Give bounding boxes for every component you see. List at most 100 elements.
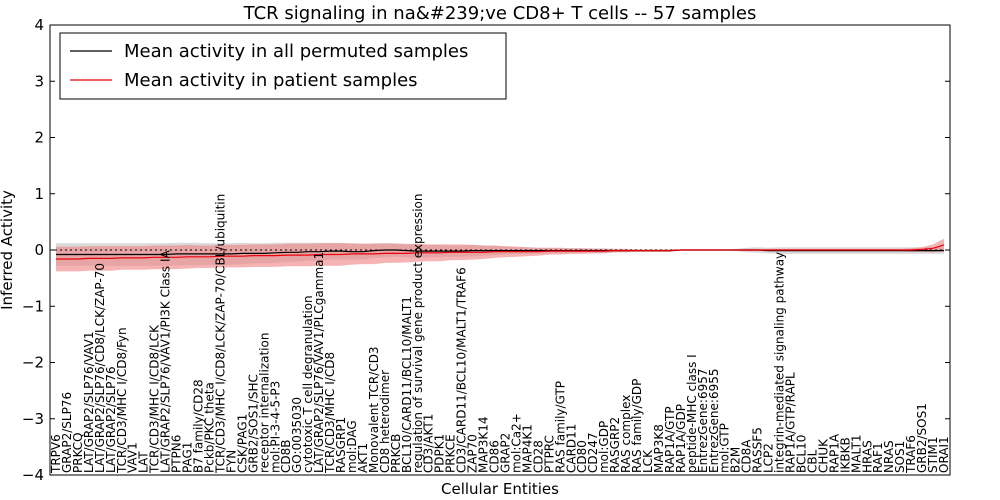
x-tick-label: mol:DAG <box>345 420 359 473</box>
x-tick-label: MALT1 <box>849 434 863 473</box>
x-tick-label: RAP1A <box>827 433 841 473</box>
x-tick-label: LCP2 <box>762 443 776 473</box>
x-tick-label: FYN <box>224 450 238 473</box>
x-tick-labels: TRPV6GRAP2/SLP76PRKCQLAT/GRAP2/SLP76/VAV… <box>49 194 951 474</box>
x-tick-label: ORAI1 <box>937 436 951 473</box>
x-tick-label: IKBKB <box>838 437 852 473</box>
x-tick-label: BCL10/CARD11/BCL10/MALT1 <box>400 296 414 473</box>
x-tick-label: mol:PI-3-4-5-P3 <box>268 381 282 473</box>
x-tick-label: RASSF5 <box>751 427 765 473</box>
x-tick-label: VAV1 <box>126 442 140 473</box>
x-tick-label: CARD11 <box>564 424 578 473</box>
y-tick-label: 0 <box>34 241 44 259</box>
x-tick-label: LAT/GRAP2/SLP76/VAV1/PI3K Class IA <box>159 249 173 473</box>
x-tick-label: PRKCE <box>444 434 458 473</box>
x-tick-label: Monovalent TCR/CD3 <box>367 346 381 473</box>
legend-label-permuted: Mean activity in all permuted samples <box>124 41 468 62</box>
x-tick-label: LAT/GRAP2/SLP76/VAV1 <box>82 332 96 473</box>
x-tick-label: RASGRP2 <box>608 417 622 473</box>
x-tick-label: B7 family/CD28 <box>192 379 206 473</box>
x-tick-label: HRAS <box>860 440 874 473</box>
x-tick-label: LAT <box>137 451 151 473</box>
x-tick-label: cytotoxic T cell degranulation <box>301 295 315 473</box>
x-tick-label: Pckb/PKC theta <box>203 382 217 473</box>
x-tick-label: mol:Ca2+ <box>509 413 523 473</box>
x-tick-label: B2M <box>729 447 743 473</box>
x-tick-label: receptor internalization <box>257 333 271 473</box>
x-tick-label: ZAP70 <box>466 434 480 473</box>
x-tick-label: SOS1 <box>893 441 907 473</box>
x-tick-label: peptide-MHC class I <box>685 354 699 473</box>
legend-label-patient: Mean activity in patient samples <box>124 70 418 91</box>
x-tick-label: GO:0035030 <box>290 397 304 473</box>
x-tick-label: mol:GTP <box>718 423 732 473</box>
confidence-bands <box>56 238 944 272</box>
x-tick-label: mol:GDP <box>597 421 611 473</box>
x-tick-label: CD80 <box>575 440 589 473</box>
x-tick-label: RAS complex <box>619 395 633 473</box>
x-tick-label: GRB2/SOS1 <box>915 403 929 473</box>
x-tick-label: CD28 <box>531 440 545 473</box>
y-tick-label: −1 <box>22 297 44 315</box>
x-tick-label: TCR/CD3/MHC I/CD8/LCK/ZAP-70/CBL/ubiquit… <box>213 194 227 474</box>
x-tick-label: CD8 heterodimer <box>378 370 392 473</box>
x-tick-label: GRAP2/SLP76 <box>60 392 74 473</box>
x-tick-label: CD8B <box>279 440 293 474</box>
x-tick-label: MAP3K8 <box>652 424 666 473</box>
x-tick-label: TCR/CD3/MHC I/CD8/Fyn <box>115 327 129 474</box>
x-tick-label: EntrezGene:6957 <box>696 369 710 474</box>
y-tick-label: 3 <box>34 72 44 90</box>
series-lines <box>56 244 945 260</box>
x-tick-label: RAS family/GTP <box>553 381 567 473</box>
x-tick-label: RAP1A/GDP <box>674 404 688 473</box>
x-tick-label: EntrezGene:6955 <box>707 369 721 474</box>
x-tick-label: LCK <box>641 449 655 473</box>
x-tick-label: CD86 <box>488 440 502 473</box>
y-tick-label: −4 <box>22 466 44 484</box>
x-tick-label: TRAF6 <box>904 435 918 474</box>
x-tick-label: RAP1A/GTP/RAPL <box>784 372 798 473</box>
chart-title: TCR signaling in na&#239;ve CD8+ T cells… <box>243 3 757 24</box>
x-tick-label: CHUK <box>816 438 830 473</box>
y-tick-label: 2 <box>34 129 44 147</box>
x-tick-label: TRPV6 <box>49 434 63 474</box>
x-tick-label: TCR/CD3/MHC I/CD8/LCK <box>148 324 162 474</box>
x-tick-label: CD8A <box>740 439 754 473</box>
x-tick-label: RAF1 <box>871 442 885 473</box>
x-tick-label: PDPK1 <box>433 434 447 473</box>
x-tick-label: CD3/AKT1 <box>422 414 436 473</box>
x-tick-label: CBL <box>805 449 819 473</box>
patient-band <box>56 238 944 272</box>
legend: Mean activity in all permuted samples Me… <box>59 32 507 100</box>
legend-box <box>59 32 507 100</box>
x-tick-label: CSK/PAG1 <box>235 414 249 473</box>
x-tick-label: AKT1 <box>356 443 370 473</box>
x-tick-label: PAG1 <box>181 442 195 473</box>
x-tick-label: MAP4K1 <box>520 424 534 473</box>
x-tick-label: BCL10 <box>795 435 809 473</box>
x-tick-label: NRAS <box>882 440 896 473</box>
x-tick-label: LAT/GRAP2/SLP76/VAV1/PLCgamma1 <box>312 252 326 473</box>
x-tick-label: CD247 <box>586 432 600 473</box>
patient-mean-line <box>56 244 945 260</box>
x-tick-label: PTPN6 <box>170 435 184 473</box>
x-tick-label: MAP3K14 <box>477 416 491 473</box>
x-tick-label: LAT/GRAP2/SLP76 <box>104 366 118 473</box>
x-tick-label: PRKCB <box>389 434 403 473</box>
y-tick-label: 1 <box>34 185 44 203</box>
y-axis-label: Inferred Activity <box>0 190 16 310</box>
x-tick-label: STIM1 <box>926 437 940 473</box>
x-tick-label: CD3/CARD11/BCL10/MALT1/TRAF6 <box>455 267 469 473</box>
y-tick-label: 4 <box>34 16 44 34</box>
x-tick-label: GRAP2 <box>499 433 513 473</box>
x-tick-label: GRB2/SOS1/SHC <box>246 374 260 473</box>
x-tick-label: PRKCQ <box>71 432 85 473</box>
x-tick-label: RAS family/GDP <box>630 379 644 473</box>
y-tick-label: −3 <box>22 410 44 428</box>
y-tick-label: −2 <box>22 354 44 372</box>
x-tick-label: TCR/CD3/MHC I/CD8 <box>323 352 337 474</box>
x-tick-label: regulation of survival gene product expr… <box>411 194 425 473</box>
x-tick-label: RASGRP1 <box>334 417 348 473</box>
x-tick-label: RAP1A/GTP <box>663 406 677 473</box>
